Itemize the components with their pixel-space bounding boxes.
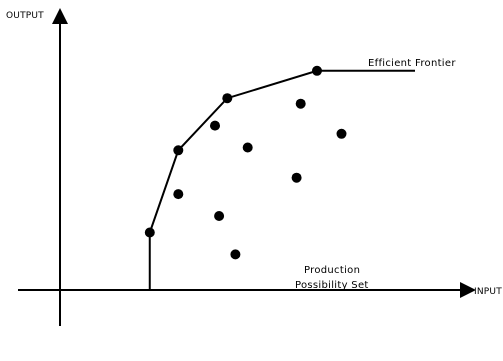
production-set-label-line2: Possibility Set: [295, 280, 369, 291]
frontier-point: [144, 227, 155, 238]
production-set-label-line1: Production: [304, 265, 360, 276]
interior-point: [230, 249, 241, 260]
interior-point: [210, 120, 220, 131]
interior-point: [173, 189, 184, 200]
interior-point: [214, 211, 225, 221]
interior-point: [336, 128, 347, 139]
interior-point: [242, 142, 253, 153]
x-axis-label: INPUT: [474, 287, 502, 297]
frontier-point: [222, 93, 233, 104]
frontier-label: Efficient Frontier: [368, 58, 456, 69]
interior-point: [295, 98, 306, 109]
frontier-point: [312, 65, 322, 76]
y-axis-label: OUTPUT: [6, 11, 44, 21]
efficient-frontier-line: [148, 69, 415, 233]
data-points: [144, 65, 347, 260]
interior-point: [291, 172, 302, 183]
frontier-point: [173, 145, 184, 156]
